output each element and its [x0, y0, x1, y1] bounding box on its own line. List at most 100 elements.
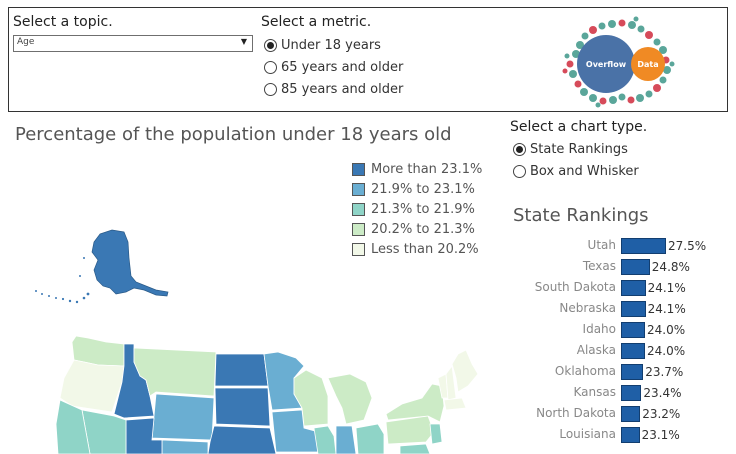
- ranking-row[interactable]: Nebraska 24.1%: [500, 300, 736, 318]
- ranking-row[interactable]: Alaska 24.0%: [500, 342, 736, 360]
- ranking-state-label: Nebraska: [559, 301, 616, 315]
- ranking-bar[interactable]: [621, 406, 641, 422]
- radio-icon[interactable]: [264, 39, 277, 52]
- ranking-row[interactable]: Utah 27.5%: [500, 237, 736, 255]
- map-state-alaska-islands: [35, 257, 90, 304]
- chart-type-option-state-rankings[interactable]: State Rankings: [513, 142, 628, 157]
- chart-type-option-box-whisker[interactable]: Box and Whisker: [513, 164, 639, 179]
- map-state-pennsylvania[interactable]: [385, 415, 435, 445]
- map-state-utah[interactable]: [125, 417, 163, 454]
- map-state-colorado[interactable]: [161, 439, 209, 454]
- radio-icon[interactable]: [264, 61, 277, 74]
- legend-label: More than 23.1%: [371, 161, 483, 177]
- map-state-new-york[interactable]: [385, 383, 445, 423]
- ranking-state-label: Kansas: [573, 385, 616, 399]
- ranking-value-label: 27.5%: [668, 239, 707, 253]
- map-state-oregon[interactable]: [59, 359, 125, 413]
- legend-swatch: [352, 182, 365, 196]
- ranking-bar[interactable]: [621, 322, 645, 338]
- map-state-massachusetts[interactable]: [443, 397, 467, 411]
- logo-bubbles: [562, 16, 675, 108]
- topic-select[interactable]: Age ▼: [13, 35, 253, 52]
- legend-item[interactable]: More than 23.1%: [352, 159, 482, 179]
- ranking-bar[interactable]: [621, 343, 645, 359]
- map-state-ohio[interactable]: [355, 423, 385, 454]
- ranking-row[interactable]: Idaho 24.0%: [500, 321, 736, 339]
- metric-option-label: 65 years and older: [281, 60, 404, 75]
- ranking-bar[interactable]: [621, 427, 640, 443]
- ranking-bar[interactable]: [621, 301, 646, 317]
- ranking-value-label: 23.7%: [645, 365, 684, 379]
- logo-circle-data: [631, 47, 665, 81]
- radio-icon[interactable]: [264, 83, 277, 96]
- metric-option-65-plus[interactable]: 65 years and older: [264, 60, 403, 75]
- chevron-down-icon[interactable]: ▼: [240, 37, 247, 46]
- map-state-maine[interactable]: [451, 349, 478, 393]
- rankings-title: State Rankings: [513, 205, 649, 226]
- map-legend: More than 23.1% 21.9% to 23.1% 21.3% to …: [352, 159, 482, 259]
- ranking-bar[interactable]: [621, 280, 646, 296]
- map-state-illinois[interactable]: [313, 425, 337, 454]
- ranking-row[interactable]: Oklahoma 23.7%: [500, 363, 736, 381]
- chart-type-option-label: Box and Whisker: [530, 164, 639, 179]
- chart-type-title: Select a chart type.: [510, 119, 648, 135]
- ranking-value-label: 24.1%: [647, 281, 686, 295]
- ranking-row[interactable]: Texas 24.8%: [500, 258, 736, 276]
- map-title: Percentage of the population under 18 ye…: [15, 124, 452, 145]
- map-state-alaska[interactable]: [91, 229, 169, 297]
- legend-item[interactable]: Less than 20.2%: [352, 239, 482, 259]
- map-state-michigan[interactable]: [327, 373, 373, 425]
- map-state-new-hampshire[interactable]: [445, 364, 457, 401]
- map-state-virginia-north[interactable]: [399, 443, 431, 454]
- legend-swatch: [352, 162, 365, 176]
- legend-label: 21.9% to 23.1%: [371, 181, 475, 197]
- map-state-indiana[interactable]: [335, 425, 357, 454]
- ranking-bar[interactable]: [621, 364, 644, 380]
- ranking-bar[interactable]: [621, 259, 650, 275]
- controls-panel: Select a topic. Age ▼ Select a metric. U…: [8, 7, 728, 112]
- legend-label: 20.2% to 21.3%: [371, 221, 475, 237]
- metric-option-label: Under 18 years: [281, 38, 381, 53]
- ranking-state-label: North Dakota: [536, 406, 616, 420]
- radio-icon[interactable]: [513, 165, 526, 178]
- ranking-row[interactable]: Kansas 23.4%: [500, 384, 736, 402]
- legend-swatch: [352, 202, 365, 216]
- logo-text-data: Data: [637, 60, 658, 69]
- ranking-value-label: 23.1%: [641, 428, 680, 442]
- map-state-california[interactable]: [55, 399, 91, 454]
- legend-swatch: [352, 222, 365, 236]
- ranking-value-label: 24.8%: [651, 260, 690, 274]
- ranking-value-label: 24.0%: [647, 344, 686, 358]
- metric-option-85-plus[interactable]: 85 years and older: [264, 82, 403, 97]
- ranking-row[interactable]: South Dakota 24.1%: [500, 279, 736, 297]
- map-state-north-dakota[interactable]: [214, 353, 269, 387]
- ranking-bar[interactable]: [621, 385, 642, 401]
- logo-text-overflow: Overflow: [586, 60, 627, 69]
- radio-icon[interactable]: [513, 143, 526, 156]
- topic-select-value: Age: [17, 37, 35, 47]
- topic-title: Select a topic.: [13, 14, 113, 30]
- map-state-new-jersey[interactable]: [429, 423, 443, 445]
- ranking-value-label: 24.1%: [647, 302, 686, 316]
- map-state-nebraska[interactable]: [207, 425, 277, 454]
- metric-title: Select a metric.: [261, 14, 372, 30]
- ranking-state-label: Texas: [582, 259, 616, 273]
- chart-type-option-label: State Rankings: [530, 142, 628, 157]
- us-choropleth-map[interactable]: [28, 228, 478, 454]
- metric-option-under-18[interactable]: Under 18 years: [264, 38, 381, 53]
- overflow-data-logo: Overflow Data: [562, 16, 675, 108]
- map-state-wyoming[interactable]: [151, 393, 215, 441]
- ranking-row[interactable]: Louisiana 23.1%: [500, 426, 736, 444]
- ranking-value-label: 24.0%: [647, 323, 686, 337]
- ranking-row[interactable]: North Dakota 23.2%: [500, 405, 736, 423]
- ranking-value-label: 23.2%: [642, 407, 681, 421]
- ranking-state-label: South Dakota: [534, 280, 616, 294]
- map-state-south-dakota[interactable]: [214, 387, 271, 427]
- ranking-state-label: Idaho: [582, 322, 616, 336]
- ranking-value-label: 23.4%: [643, 386, 682, 400]
- legend-item[interactable]: 21.3% to 21.9%: [352, 199, 482, 219]
- legend-item[interactable]: 20.2% to 21.3%: [352, 219, 482, 239]
- legend-item[interactable]: 21.9% to 23.1%: [352, 179, 482, 199]
- ranking-bar[interactable]: [621, 238, 666, 254]
- ranking-state-label: Oklahoma: [554, 364, 616, 378]
